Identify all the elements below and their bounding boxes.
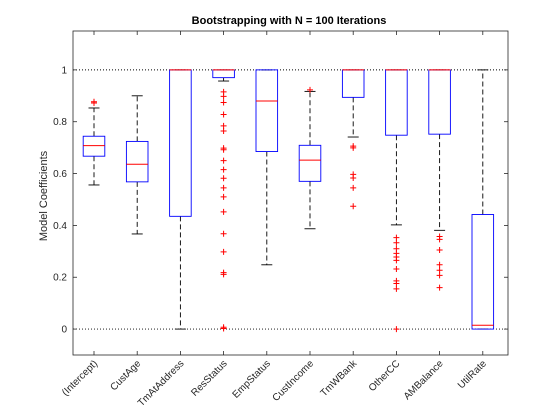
y-axis: 0 0.2 0.4 0.6 0.8 1 bbox=[53, 65, 508, 336]
outlier-marker bbox=[220, 325, 227, 332]
outlier-marker bbox=[220, 248, 227, 255]
outlier-marker bbox=[350, 203, 357, 210]
plot-area bbox=[82, 69, 495, 333]
outlier-marker bbox=[393, 326, 400, 333]
outlier-marker bbox=[393, 280, 400, 287]
box bbox=[82, 135, 106, 157]
box-group bbox=[341, 69, 365, 210]
outlier-marker bbox=[436, 272, 443, 279]
outlier-marker bbox=[220, 230, 227, 237]
outlier-marker bbox=[393, 257, 400, 264]
outlier-marker bbox=[393, 239, 400, 246]
box bbox=[125, 140, 149, 183]
outlier-marker bbox=[220, 111, 227, 118]
plot-frame bbox=[72, 30, 509, 356]
outlier-marker bbox=[220, 193, 227, 200]
outlier-marker bbox=[220, 99, 227, 106]
reference-lines bbox=[73, 69, 508, 330]
box-group bbox=[82, 98, 106, 186]
outlier-marker bbox=[436, 247, 443, 254]
outlier-marker bbox=[307, 86, 313, 93]
y-tick-label: 1 bbox=[61, 65, 67, 76]
outlier-marker bbox=[220, 157, 227, 164]
outlier-marker bbox=[350, 184, 357, 191]
outlier-marker bbox=[220, 122, 227, 129]
y-axis-title: Model Coefficients bbox=[38, 150, 50, 241]
outlier-marker bbox=[91, 100, 97, 107]
outlier-marker bbox=[350, 174, 357, 181]
box bbox=[255, 69, 279, 152]
box-group bbox=[212, 69, 235, 332]
y-tick-label: 0 bbox=[61, 325, 67, 336]
outlier-marker bbox=[220, 184, 227, 191]
outlier-marker bbox=[350, 144, 357, 151]
box-group bbox=[298, 86, 322, 230]
outlier-marker bbox=[220, 208, 227, 215]
y-tick-label: 0.4 bbox=[53, 221, 67, 232]
box-group bbox=[255, 69, 279, 266]
outlier-marker bbox=[220, 175, 227, 182]
outlier-marker bbox=[393, 285, 400, 292]
outlier-marker bbox=[436, 267, 443, 274]
outlier-marker bbox=[393, 265, 400, 272]
outlier-marker bbox=[220, 271, 227, 278]
y-tick-label: 0.8 bbox=[53, 117, 67, 128]
box-group bbox=[169, 69, 192, 330]
box-group bbox=[125, 95, 149, 235]
box-group bbox=[471, 69, 495, 330]
chart-title: Bootstrapping with N = 100 Iterations bbox=[192, 15, 387, 27]
y-tick-label: 0.2 bbox=[53, 273, 67, 284]
box-group bbox=[385, 69, 408, 333]
outlier-marker bbox=[220, 146, 227, 153]
box bbox=[298, 144, 322, 182]
outlier-marker bbox=[436, 284, 443, 291]
outlier-marker bbox=[393, 234, 400, 241]
outlier-marker bbox=[220, 93, 227, 100]
outlier-marker bbox=[220, 128, 227, 135]
y-tick-label: 0.6 bbox=[53, 169, 67, 180]
box-group bbox=[428, 69, 451, 291]
outlier-marker bbox=[436, 261, 443, 268]
box bbox=[471, 214, 495, 330]
outlier-marker bbox=[220, 166, 227, 173]
outlier-marker bbox=[436, 236, 443, 243]
